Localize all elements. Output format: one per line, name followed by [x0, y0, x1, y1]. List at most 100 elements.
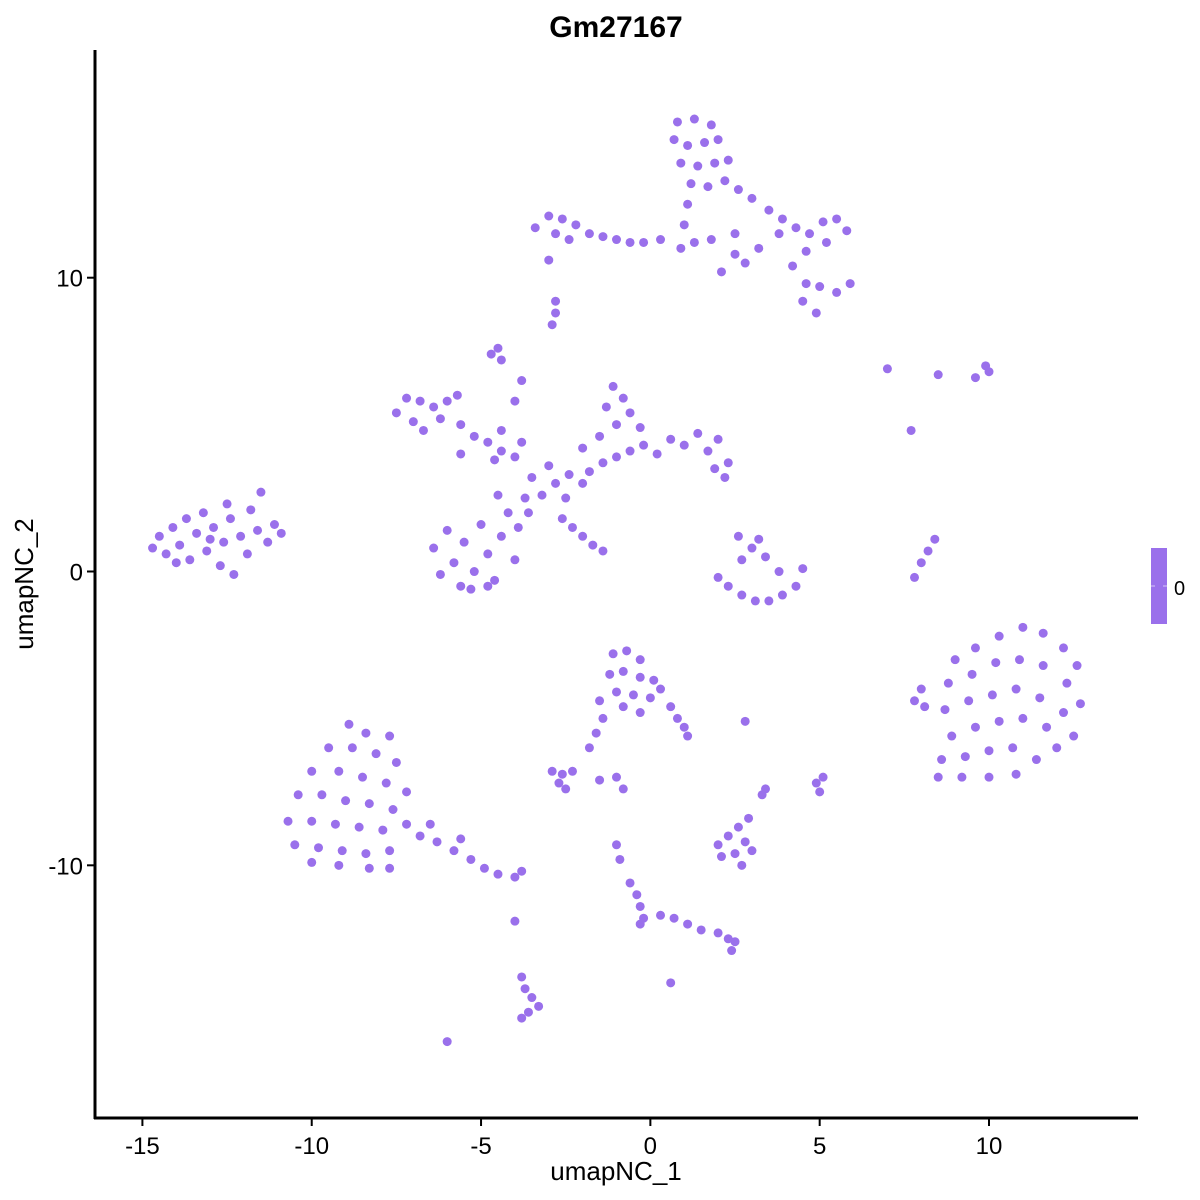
- data-point: [388, 804, 398, 814]
- data-point: [815, 282, 825, 292]
- data-point: [628, 690, 638, 700]
- data-point: [551, 478, 561, 488]
- data-point: [466, 854, 476, 864]
- data-point: [229, 569, 239, 579]
- data-point: [933, 772, 943, 782]
- data-point: [219, 537, 229, 547]
- data-point: [578, 531, 588, 541]
- data-point: [747, 193, 757, 203]
- data-point: [832, 287, 842, 297]
- data-point: [483, 581, 493, 591]
- data-point: [429, 402, 439, 412]
- data-point: [727, 946, 737, 956]
- data-point: [656, 910, 666, 920]
- data-point: [523, 1007, 533, 1017]
- data-point: [415, 396, 425, 406]
- data-point: [669, 913, 679, 923]
- data-point: [683, 140, 693, 150]
- data-point: [815, 787, 825, 797]
- data-point: [242, 549, 252, 559]
- y-tick-label: -10: [48, 853, 83, 880]
- data-point: [801, 279, 811, 289]
- data-point: [723, 581, 733, 591]
- data-point: [710, 464, 720, 474]
- data-point: [561, 493, 571, 503]
- data-point: [937, 755, 947, 765]
- data-point: [385, 863, 395, 873]
- data-point: [910, 572, 919, 582]
- x-axis-title: umapNC_1: [550, 1156, 682, 1186]
- data-point: [584, 229, 594, 239]
- data-point: [618, 784, 628, 794]
- data-point: [510, 396, 520, 406]
- data-point: [777, 590, 787, 600]
- data-point: [970, 722, 980, 732]
- data-point: [202, 546, 212, 556]
- data-point: [950, 655, 960, 665]
- data-point: [483, 549, 493, 559]
- data-point: [551, 308, 561, 318]
- data-point: [449, 558, 459, 568]
- data-point: [192, 528, 202, 538]
- data-point: [595, 696, 605, 706]
- data-point: [676, 243, 686, 253]
- data-point: [307, 766, 317, 776]
- data-point: [957, 772, 967, 782]
- data-point: [557, 769, 567, 779]
- data-point: [811, 778, 821, 788]
- data-point: [517, 866, 527, 876]
- data-point: [198, 508, 208, 518]
- data-point: [381, 778, 391, 788]
- data-point: [683, 919, 693, 929]
- data-point: [625, 878, 635, 888]
- x-tick-label: -15: [125, 1133, 160, 1160]
- data-point: [215, 561, 225, 571]
- data-point: [578, 478, 588, 488]
- data-point: [960, 752, 970, 762]
- data-point: [845, 279, 855, 289]
- data-point: [391, 757, 401, 767]
- data-point: [679, 220, 689, 230]
- data-point: [534, 1001, 544, 1011]
- data-point: [666, 702, 676, 712]
- data-point: [557, 514, 567, 524]
- data-point: [354, 822, 364, 832]
- data-point: [777, 214, 787, 224]
- data-point: [669, 135, 679, 145]
- data-point: [378, 825, 388, 835]
- data-point: [510, 872, 520, 882]
- data-point: [435, 414, 445, 424]
- data-point: [544, 255, 554, 265]
- data-point: [1014, 655, 1024, 665]
- data-point: [1059, 643, 1068, 653]
- data-point: [716, 267, 726, 277]
- legend-label: 0: [1174, 578, 1185, 600]
- data-point: [490, 455, 500, 465]
- data-point: [1018, 713, 1028, 723]
- data-point: [693, 428, 703, 438]
- data-point: [561, 784, 571, 794]
- data-point: [290, 840, 300, 850]
- data-point: [567, 766, 577, 776]
- data-point: [947, 731, 957, 741]
- data-point: [805, 229, 815, 239]
- data-point: [456, 449, 466, 459]
- data-point: [991, 658, 1001, 668]
- data-point: [276, 528, 286, 538]
- data-point: [730, 937, 740, 947]
- data-point: [154, 531, 164, 541]
- data-point: [1052, 743, 1062, 753]
- data-point: [588, 540, 598, 550]
- data-point: [984, 746, 994, 756]
- data-point: [683, 199, 693, 209]
- data-point: [334, 860, 344, 870]
- data-point: [608, 649, 618, 659]
- data-point: [757, 790, 767, 800]
- data-point: [469, 431, 479, 441]
- data-point: [679, 722, 689, 732]
- data-point: [832, 214, 842, 224]
- data-point: [818, 772, 828, 782]
- data-point: [930, 534, 940, 544]
- data-point: [181, 514, 191, 524]
- data-point: [774, 229, 784, 239]
